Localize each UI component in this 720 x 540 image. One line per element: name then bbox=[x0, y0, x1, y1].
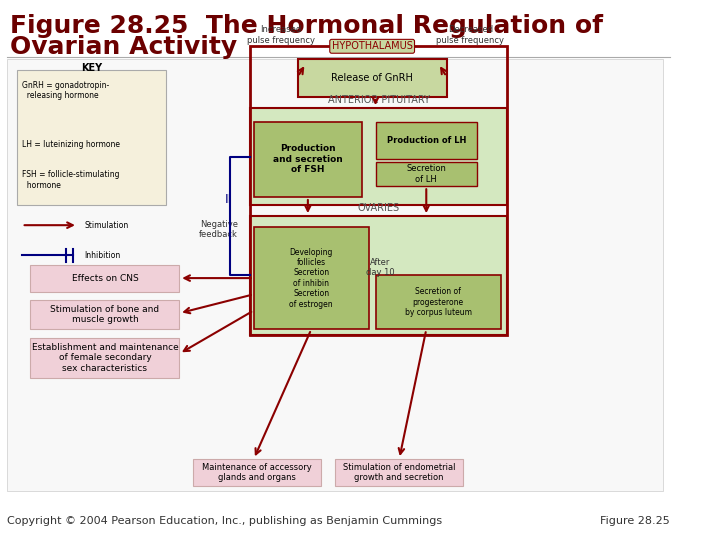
FancyBboxPatch shape bbox=[6, 59, 663, 491]
Text: OVARIES: OVARIES bbox=[358, 203, 400, 213]
FancyBboxPatch shape bbox=[30, 265, 179, 292]
FancyBboxPatch shape bbox=[30, 338, 179, 378]
Text: HYPOTHALAMUS: HYPOTHALAMUS bbox=[332, 41, 413, 51]
FancyBboxPatch shape bbox=[376, 275, 500, 329]
Text: Developing
follicles
Secretion
of inhibin
Secretion
of estrogen: Developing follicles Secretion of inhibi… bbox=[289, 248, 333, 308]
Text: Ovarian Activity: Ovarian Activity bbox=[10, 35, 238, 59]
FancyBboxPatch shape bbox=[376, 162, 477, 186]
Text: Production of LH: Production of LH bbox=[387, 136, 466, 145]
FancyBboxPatch shape bbox=[297, 59, 446, 97]
FancyBboxPatch shape bbox=[376, 122, 477, 159]
Text: Stimulation: Stimulation bbox=[84, 221, 129, 230]
Text: Effects on CNS: Effects on CNS bbox=[71, 274, 138, 282]
Text: Stimulation of endometrial
growth and secretion: Stimulation of endometrial growth and se… bbox=[343, 463, 456, 482]
FancyBboxPatch shape bbox=[251, 108, 508, 205]
Text: Secretion of
progesterone
by corpus luteum: Secretion of progesterone by corpus lute… bbox=[405, 287, 472, 318]
FancyBboxPatch shape bbox=[17, 70, 166, 205]
Text: LH = luteinizing hormone: LH = luteinizing hormone bbox=[22, 140, 120, 150]
Text: Increased
pulse frequency: Increased pulse frequency bbox=[247, 25, 315, 45]
Text: Inhibition: Inhibition bbox=[84, 251, 121, 260]
Text: Stimulation of bone and
muscle growth: Stimulation of bone and muscle growth bbox=[50, 305, 159, 324]
Text: ANTERIOR PITUITARY: ANTERIOR PITUITARY bbox=[328, 95, 430, 105]
Text: Secretion
of LH: Secretion of LH bbox=[406, 165, 446, 184]
FancyBboxPatch shape bbox=[335, 459, 464, 486]
Text: GnRH = gonadotropin-
  releasing hormone: GnRH = gonadotropin- releasing hormone bbox=[22, 81, 109, 100]
Text: Maintenance of accessory
glands and organs: Maintenance of accessory glands and orga… bbox=[202, 463, 312, 482]
Text: Decreased
pulse frequency: Decreased pulse frequency bbox=[436, 25, 504, 45]
Text: Release of GnRH: Release of GnRH bbox=[331, 73, 413, 83]
FancyBboxPatch shape bbox=[251, 216, 508, 335]
Text: Production
and secretion
of FSH: Production and secretion of FSH bbox=[273, 144, 343, 174]
FancyBboxPatch shape bbox=[253, 227, 369, 329]
Text: Copyright © 2004 Pearson Education, Inc., publishing as Benjamin Cummings: Copyright © 2004 Pearson Education, Inc.… bbox=[6, 516, 442, 526]
FancyBboxPatch shape bbox=[253, 122, 362, 197]
Text: KEY: KEY bbox=[81, 63, 102, 73]
Text: Establishment and maintenance
of female secondary
sex characteristics: Establishment and maintenance of female … bbox=[32, 343, 179, 373]
Text: After
day 10: After day 10 bbox=[366, 258, 395, 277]
Text: Figure 28.25: Figure 28.25 bbox=[600, 516, 670, 526]
Text: FSH = follicle-stimulating
  hormone: FSH = follicle-stimulating hormone bbox=[22, 170, 119, 190]
Text: Negative
feedback: Negative feedback bbox=[199, 220, 238, 239]
Text: Figure 28.25  The Hormonal Regulation of: Figure 28.25 The Hormonal Regulation of bbox=[10, 14, 603, 37]
FancyBboxPatch shape bbox=[193, 459, 321, 486]
FancyBboxPatch shape bbox=[30, 300, 179, 329]
Text: II: II bbox=[225, 193, 232, 206]
